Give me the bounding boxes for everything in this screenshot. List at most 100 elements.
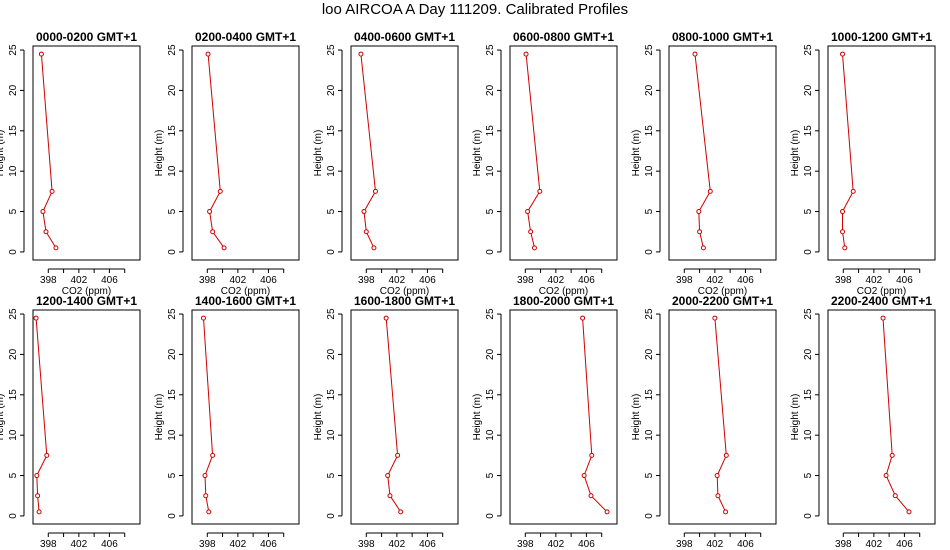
profile-line [714,318,727,513]
x-tick-label: 406 [578,539,595,550]
data-point [372,188,378,194]
y-tick-label: 15 [326,389,337,401]
y-tick-label: 20 [485,84,496,96]
data-point [840,51,846,57]
plot-frame [827,45,936,261]
x-tick-label: 398 [358,539,375,550]
x-tick-label: 398 [199,539,216,550]
data-point [33,315,39,321]
x-tick-label: 406 [896,275,913,286]
data-point [723,509,729,515]
data-point [217,188,223,194]
data-point [363,229,369,235]
y-tick-label: 10 [8,429,19,441]
y-axis-label: Height (m) [313,394,324,441]
x-tick-label: 398 [835,275,852,286]
panel-title: 2200-2400 GMT+1 [831,294,932,308]
panel-title: 1200-1400 GMT+1 [36,294,137,308]
x-tick-label: 402 [71,539,88,550]
profile-line [582,318,608,513]
y-tick-label: 15 [644,389,655,401]
y-tick-label: 5 [803,472,814,478]
y-tick-label: 0 [8,249,19,255]
x-tick-label: 398 [40,275,57,286]
y-tick-label: 25 [8,44,19,56]
y-tick-label: 20 [485,348,496,360]
data-point [589,452,595,458]
data-point [206,509,212,515]
data-point [880,315,886,321]
y-tick-label: 20 [326,84,337,96]
y-tick-label: 10 [803,429,814,441]
data-point [580,315,586,321]
y-tick-label: 20 [803,348,814,360]
y-tick-label: 15 [167,125,178,137]
y-tick-label: 5 [8,472,19,478]
x-tick-label: 398 [40,539,57,550]
y-tick-label: 20 [167,348,178,360]
data-point [371,245,377,251]
panel-title: 0400-0600 GMT+1 [354,30,455,44]
y-tick-label: 10 [326,165,337,177]
data-point [35,493,41,499]
profile-line [360,54,377,249]
plot-frame [350,309,459,525]
data-point [44,452,50,458]
y-tick-label: 10 [326,429,337,441]
y-axis-label: Height (m) [790,394,801,441]
data-point [604,509,610,515]
x-tick-label: 402 [230,539,247,550]
x-tick-label: 402 [548,275,565,286]
data-point [210,229,216,235]
y-tick-label: 10 [8,165,19,177]
y-tick-label: 20 [8,348,19,360]
x-tick-label: 406 [419,275,436,286]
y-tick-label: 15 [485,125,496,137]
y-tick-label: 25 [485,44,496,56]
x-axis-label: CO2 (ppm) [62,286,111,297]
x-tick-label: 398 [199,275,216,286]
data-point [200,315,206,321]
y-tick-label: 0 [803,249,814,255]
y-tick-label: 25 [485,308,496,320]
data-point [395,452,401,458]
plot-frame [350,45,459,261]
y-tick-label: 0 [644,249,655,255]
plot-frame [509,45,618,261]
profile-line [40,54,57,249]
y-tick-label: 20 [8,84,19,96]
y-axis-label: Height (m) [631,394,642,441]
data-point [34,473,40,479]
data-point [53,245,59,251]
y-tick-label: 25 [803,308,814,320]
y-tick-label: 25 [326,44,337,56]
profile-line [882,318,910,513]
y-tick-label: 5 [167,208,178,214]
panel-title: 1400-1600 GMT+1 [195,294,296,308]
data-point [840,229,846,235]
data-point [696,209,702,215]
y-axis-label: Height (m) [154,394,165,441]
y-tick-label: 5 [485,472,496,478]
y-axis-label: Height (m) [790,130,801,177]
x-tick-label: 402 [389,539,406,550]
data-point [205,51,211,57]
y-tick-label: 20 [326,348,337,360]
plot-frame [32,45,141,261]
y-tick-label: 10 [485,429,496,441]
data-point [383,315,389,321]
y-tick-label: 20 [803,84,814,96]
data-point [714,473,720,479]
main-title: loo AIRCOA A Day 111209. Calibrated Prof… [321,1,629,18]
data-point [525,209,531,215]
x-axis-label: CO2 (ppm) [539,286,588,297]
data-point [358,51,364,57]
y-tick-label: 25 [167,308,178,320]
x-tick-label: 406 [419,539,436,550]
